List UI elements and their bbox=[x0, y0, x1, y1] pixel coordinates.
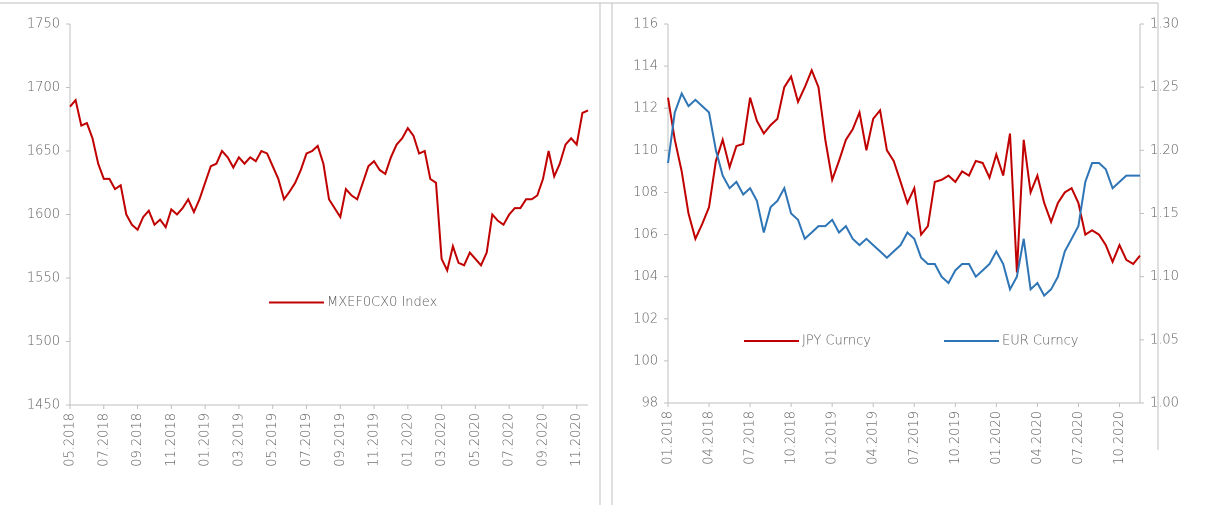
y2-tick-label: 1.00 bbox=[1150, 396, 1179, 411]
x-tick-label: 11.2019 bbox=[367, 413, 382, 467]
legend-label: MXEF0CX0 Index bbox=[327, 295, 437, 310]
x-tick-label: 11.2020 bbox=[569, 413, 584, 467]
x-tick-label: 07.2019 bbox=[299, 413, 314, 467]
y-tick-label: 98 bbox=[641, 396, 658, 411]
y2-tick-label: 1.05 bbox=[1150, 332, 1179, 347]
x-tick-label: 07.2020 bbox=[502, 413, 517, 467]
y-tick-label: 1500 bbox=[27, 334, 60, 349]
y2-tick-label: 1.25 bbox=[1150, 80, 1179, 95]
y-tick-label: 114 bbox=[633, 59, 658, 74]
x-tick-label: 07.2018 bbox=[96, 413, 111, 467]
x-tick-label: 11.2018 bbox=[164, 413, 179, 467]
x-tick-label: 05.2018 bbox=[63, 413, 78, 467]
x-tick-label: 10.2019 bbox=[948, 411, 963, 465]
y2-tick-label: 1.10 bbox=[1150, 269, 1179, 284]
x-tick-label: 07.2018 bbox=[743, 411, 758, 465]
y2-tick-label: 1.15 bbox=[1150, 206, 1179, 221]
x-tick-label: 09.2018 bbox=[130, 413, 145, 467]
y2-tick-label: 1.20 bbox=[1150, 143, 1179, 158]
y-tick-label: 100 bbox=[633, 353, 658, 368]
x-tick-label: 07.2020 bbox=[1071, 411, 1086, 465]
y-tick-label: 112 bbox=[633, 101, 658, 116]
x-tick-label: 10.2020 bbox=[1112, 411, 1127, 465]
series-line bbox=[667, 91, 1140, 298]
legend-label: EUR Curncy bbox=[1002, 334, 1078, 349]
x-tick-label: 09.2019 bbox=[333, 413, 348, 467]
x-tick-label: 10.2018 bbox=[784, 411, 799, 465]
y-tick-label: 106 bbox=[633, 227, 658, 242]
x-tick-label: 01.2019 bbox=[825, 411, 840, 465]
y-tick-label: 110 bbox=[633, 143, 658, 158]
x-tick-label: 01.2019 bbox=[198, 413, 213, 467]
x-tick-label: 04.2019 bbox=[866, 411, 881, 465]
series-line bbox=[667, 67, 1141, 273]
x-tick-label: 03.2019 bbox=[231, 413, 246, 467]
y-tick-label: 1450 bbox=[27, 398, 60, 413]
x-tick-label: 01.2020 bbox=[400, 413, 415, 467]
y-tick-label: 1700 bbox=[27, 80, 60, 95]
y-tick-label: 102 bbox=[633, 311, 658, 326]
y-tick-label: 1750 bbox=[27, 17, 60, 32]
y2-tick-label: 1.30 bbox=[1150, 17, 1179, 32]
y-tick-label: 1550 bbox=[27, 271, 60, 286]
x-tick-label: 07.2019 bbox=[907, 411, 922, 465]
series-line bbox=[69, 98, 589, 274]
x-tick-label: 05.2020 bbox=[468, 413, 483, 467]
y-tick-label: 1650 bbox=[27, 144, 60, 159]
x-tick-label: 03.2020 bbox=[434, 413, 449, 467]
x-tick-label: 01.2018 bbox=[661, 411, 676, 465]
y-tick-label: 104 bbox=[633, 269, 658, 284]
x-tick-label: 04.2020 bbox=[1030, 411, 1045, 465]
x-tick-label: 04.2018 bbox=[702, 411, 717, 465]
y-tick-label: 108 bbox=[633, 185, 658, 200]
x-tick-label: 09.2020 bbox=[535, 413, 550, 467]
x-tick-label: 05.2019 bbox=[265, 413, 280, 467]
legend-label: JPY Curncy bbox=[802, 334, 871, 349]
y-tick-label: 116 bbox=[633, 17, 658, 32]
y-tick-label: 1600 bbox=[27, 207, 60, 222]
x-tick-label: 01.2020 bbox=[989, 411, 1004, 465]
